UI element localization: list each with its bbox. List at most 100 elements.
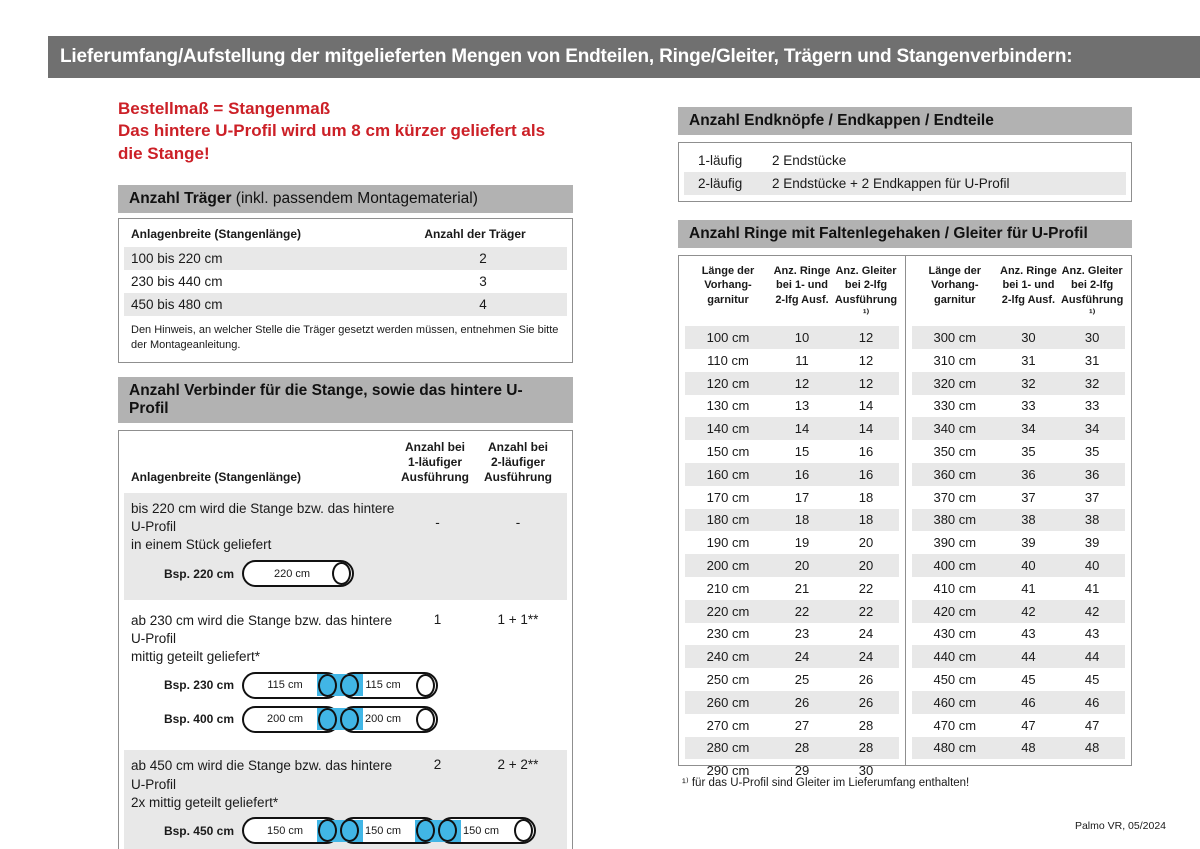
ringe-gleiter-cell: 38 — [1084, 512, 1100, 528]
ringe-ringe-cell: 36 — [1021, 466, 1036, 482]
ringe-gleiter-cell: 28 — [858, 740, 874, 756]
notice-line-2: Das hintere U-Profil wird um 8 cm kürzer… — [118, 121, 546, 163]
ringe-ringe-cell: 25 — [794, 672, 810, 688]
ringe-length-cell: 130 cm — [706, 398, 750, 414]
traeger-col2-header: Anzahl der Träger — [424, 227, 526, 242]
ringe-header-row: Länge der Vorhang-garnitur Anz. Ringe bei 1… — [912, 264, 1125, 321]
ringe-col2-header: Anz. Ringe bei 1- und 2-lfg Ausf. — [773, 265, 831, 306]
verbinder-col3-header: Anzahl bei 2-läufiger Ausführung — [484, 440, 552, 484]
table-row: 230 cm 23 24 — [685, 623, 899, 646]
table-row: 220 cm 22 22 — [685, 599, 899, 623]
ringe-col2-header: Anz. Ringe bei 1- und 2-lfg Ausf. — [1000, 265, 1057, 306]
ringe-length-cell: 400 cm — [933, 558, 977, 574]
ringe-ringe-cell: 20 — [794, 558, 810, 574]
ringe-col1-header: Länge der Vorhang-garnitur — [928, 265, 982, 306]
traeger-count-cell: 2 — [479, 251, 487, 267]
ringe-ringe-cell: 18 — [794, 512, 810, 528]
ringe-gleiter-cell: 22 — [858, 580, 874, 596]
rod-end-cap-icon — [416, 819, 435, 843]
verbinder-block-text: ab 230 cm wird die Stange bzw. das hinte… — [131, 612, 393, 665]
rod-end-cap-icon — [514, 819, 533, 843]
table-row: 250 cm 25 26 — [685, 668, 899, 691]
verbinder-value-1lfg: 1 — [433, 611, 442, 627]
ringe-col3-header: Anz. Gleiter bei 2-lfg Ausführung ¹⁾ — [1060, 265, 1124, 320]
traeger-note: Den Hinweis, an welcher Stelle die Träge… — [131, 324, 559, 352]
table-row: 110 cm 11 12 — [685, 349, 899, 372]
traeger-table-header: Anlagenbreite (Stangenlänge) Anzahl der … — [119, 219, 572, 247]
ringe-length-cell: 240 cm — [706, 649, 750, 665]
endteile-parts-cell: 2 Endstücke + 2 Endkappen für U-Profil — [772, 176, 1010, 191]
traeger-count-cell: 4 — [479, 297, 487, 313]
traeger-count-cell: 3 — [479, 274, 487, 290]
ringe-gleiter-cell: 22 — [858, 603, 874, 619]
verbinder-table: Anlagenbreite (Stangenlänge) Anzahl bei 1… — [118, 430, 573, 849]
ringe-length-cell: 370 cm — [933, 489, 977, 505]
endteile-type-cell: 1-läufig — [698, 153, 743, 168]
ringe-length-cell: 260 cm — [706, 694, 750, 710]
ringe-ringe-cell: 15 — [794, 444, 810, 460]
ringe-gleiter-cell: 48 — [1084, 740, 1100, 756]
ringe-ringe-cell: 16 — [794, 466, 810, 482]
ringe-length-cell: 390 cm — [933, 535, 977, 551]
ringe-ringe-cell: 33 — [1021, 398, 1036, 414]
verbinder-col2-header: Anzahl bei 1-läufiger Ausführung — [401, 440, 469, 484]
ringe-footnote: ¹⁾ für das U-Profil sind Gleiter im Lief… — [682, 777, 970, 789]
section-header-traeger-bold: Anzahl Träger — [129, 190, 232, 208]
ringe-gleiter-cell: 20 — [858, 535, 874, 551]
ringe-length-cell: 430 cm — [933, 626, 977, 642]
rod-example-label: Bsp. 450 cm — [163, 823, 234, 838]
notice-line-1: Bestellmaß = Stangenmaß — [118, 99, 331, 118]
ringe-length-cell: 250 cm — [706, 672, 750, 688]
ringe-gleiter-cell: 42 — [1084, 603, 1100, 619]
table-row: 200 cm 20 20 — [685, 554, 899, 577]
table-row: 300 cm 30 30 — [912, 326, 1125, 349]
ringe-ringe-cell: 35 — [1021, 444, 1036, 460]
table-row: 290 cm 29 30 — [685, 759, 899, 782]
ringe-table-left-half: Länge der Vorhang-garnitur Anz. Ringe bei 1… — [679, 256, 905, 778]
table-row: 480 cm 48 48 — [912, 736, 1125, 760]
ringe-ringe-cell: 37 — [1021, 489, 1036, 505]
rod-segment-label: 220 cm — [273, 567, 311, 580]
ringe-ringe-cell: 31 — [1021, 352, 1036, 368]
ringe-gleiter-cell: 30 — [1084, 330, 1100, 346]
rod-segment-label: 150 cm — [462, 824, 500, 837]
ringe-table: Länge der Vorhang-garnitur Anz. Ringe bei 1… — [678, 255, 1132, 778]
table-row: 2-läufig 2 Endstücke + 2 Endkappen für U-… — [684, 172, 1126, 195]
ringe-length-cell: 480 cm — [933, 740, 977, 756]
ringe-gleiter-cell: 41 — [1084, 580, 1100, 596]
traeger-range-cell: 450 bis 480 cm — [131, 297, 223, 313]
verbinder-value-2lfg: - — [515, 515, 521, 530]
ringe-gleiter-cell: 40 — [1084, 558, 1100, 574]
ringe-gleiter-cell: 46 — [1084, 694, 1100, 710]
ringe-ringe-cell: 23 — [794, 626, 810, 642]
ringe-ringe-cell: 19 — [794, 535, 810, 551]
rod-end-cap-icon — [340, 819, 359, 843]
ringe-ringe-cell: 46 — [1021, 694, 1036, 710]
ringe-length-cell: 300 cm — [933, 330, 977, 346]
section-header-traeger: Anzahl Träger (inkl. passendem Montagema… — [118, 185, 573, 214]
right-column: Anzahl Endknöpfe / Endkappen / Endteile … — [678, 107, 1132, 789]
table-row: 270 cm 27 28 — [685, 714, 899, 737]
rod-diagram: 115 cm 115 cm — [242, 670, 438, 700]
table-row: 1-läufig 2 Endstücke — [684, 149, 1126, 172]
ringe-length-cell: 220 cm — [706, 603, 750, 619]
ringe-gleiter-cell: 24 — [858, 649, 874, 665]
rod-end-cap-icon — [438, 819, 457, 843]
ringe-ringe-cell: 17 — [794, 489, 810, 505]
ringe-header-row: Länge der Vorhang-garnitur Anz. Ringe bei 1… — [685, 264, 899, 321]
ringe-length-cell: 310 cm — [933, 352, 977, 368]
table-row: 260 cm 26 26 — [685, 690, 899, 714]
left-column: Bestellmaß = Stangenmaß Das hintere U-Pr… — [118, 98, 573, 849]
ringe-length-cell: 470 cm — [933, 717, 977, 733]
ringe-gleiter-cell: 14 — [858, 421, 874, 437]
ringe-ringe-cell: 12 — [794, 375, 810, 391]
ringe-length-cell: 440 cm — [933, 649, 977, 665]
ringe-length-cell: 450 cm — [933, 672, 977, 688]
table-row: 330 cm 33 33 — [912, 395, 1125, 418]
ringe-length-cell: 120 cm — [706, 375, 750, 391]
verbinder-block-text: bis 220 cm wird die Stange bzw. das hint… — [131, 501, 395, 553]
ringe-gleiter-cell: 28 — [858, 717, 874, 733]
ringe-ringe-cell: 47 — [1021, 717, 1036, 733]
verbinder-value-1lfg: 2 — [433, 757, 442, 773]
